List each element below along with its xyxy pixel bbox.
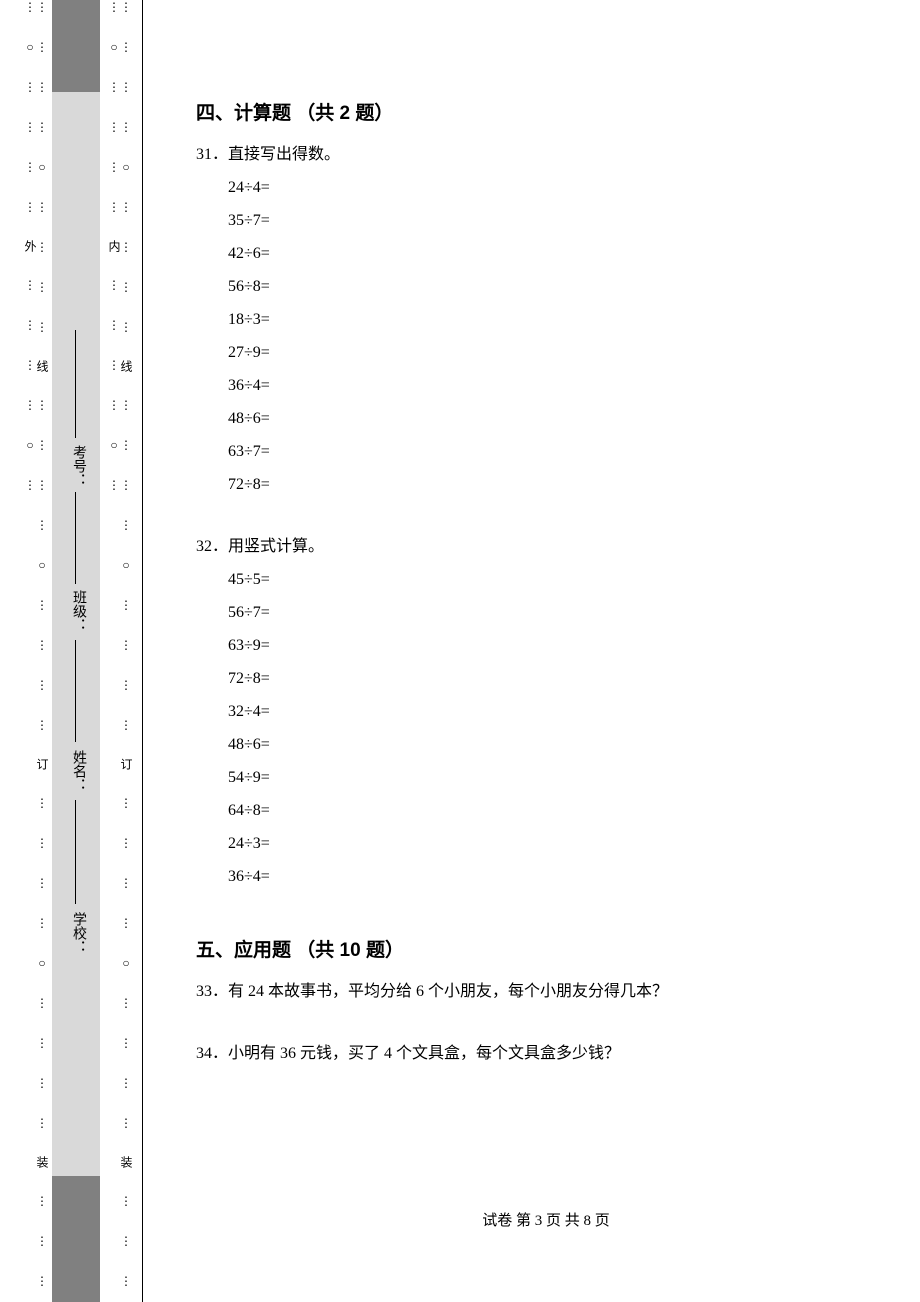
field-name: 姓名： [68, 750, 88, 792]
section4-title: 四、计算题 （共 2 题） [196, 98, 896, 125]
page-footer: 试卷 第 3 页 共 8 页 [196, 1209, 896, 1230]
binding-strip-bg [52, 0, 100, 1302]
q33-line: 33．有 24 本故事书，平均分给 6 个小朋友，每个小朋友分得几本？ [196, 980, 896, 1004]
q34-text: 小明有 36 元钱，买了 4 个文具盒，每个文具盒多少钱？ [228, 1045, 620, 1062]
eq-item: 64÷8= [228, 802, 896, 820]
q33-text: 有 24 本故事书，平均分给 6 个小朋友，每个小朋友分得几本？ [228, 983, 668, 1000]
q32-line: 32．用竖式计算。 [196, 535, 896, 559]
q31-text: 直接写出得数。 [228, 146, 340, 163]
q32-equations: 45÷5= 56÷7= 63÷9= 72÷8= 32÷4= 48÷6= 54÷9… [196, 571, 896, 886]
q33-num: 33． [196, 983, 228, 1000]
eq-item: 56÷8= [228, 278, 896, 296]
field-line-class [75, 492, 76, 584]
q34-line: 34．小明有 36 元钱，买了 4 个文具盒，每个文具盒多少钱？ [196, 1042, 896, 1066]
eq-item: 72÷8= [228, 670, 896, 688]
eq-item: 32÷4= [228, 703, 896, 721]
q34-num: 34． [196, 1045, 228, 1062]
eq-item: 36÷4= [228, 377, 896, 395]
field-line-name [75, 640, 76, 742]
eq-item: 48÷6= [228, 410, 896, 428]
eq-item: 63÷7= [228, 443, 896, 461]
field-class: 班级： [68, 590, 88, 632]
eq-item: 24÷3= [228, 835, 896, 853]
eq-item: 35÷7= [228, 212, 896, 230]
eq-item: 63÷9= [228, 637, 896, 655]
eq-item: 54÷9= [228, 769, 896, 787]
eq-item: 48÷6= [228, 736, 896, 754]
eq-item: 27÷9= [228, 344, 896, 362]
binding-block-top [52, 0, 100, 92]
content-divider [142, 0, 143, 1302]
eq-item: 42÷6= [228, 245, 896, 263]
eq-item: 36÷4= [228, 868, 896, 886]
eq-item: 56÷7= [228, 604, 896, 622]
field-line-school [75, 800, 76, 904]
eq-item: 45÷5= [228, 571, 896, 589]
q32-num: 32． [196, 538, 228, 555]
field-school: 学校： [68, 912, 88, 954]
eq-item: 24÷4= [228, 179, 896, 197]
q31-line: 31．直接写出得数。 [196, 143, 896, 167]
section5-title: 五、应用题 （共 10 题） [196, 935, 896, 962]
q31-equations: 24÷4= 35÷7= 42÷6= 56÷8= 18÷3= 27÷9= 36÷4… [196, 179, 896, 494]
q32-text: 用竖式计算。 [228, 538, 324, 555]
binding-col-outer: ⋮ ⋮ ⋮ ⋮ ○ ⋮ ⋮ ⋮ ⋮ 线 ⋮ ⋮ ⋮ ⋮ ○ ⋮ ⋮ ⋮ ⋮ 订 … [22, 0, 50, 1302]
binding-col-inner: ⋮ ⋮ ⋮ ⋮ ○ ⋮ ⋮ ⋮ ⋮ 线 ⋮ ⋮ ⋮ ⋮ ○ ⋮ ⋮ ⋮ ⋮ 订 … [106, 0, 134, 1302]
field-exam-no: 考号： [68, 445, 88, 487]
field-line-exam-no [75, 330, 76, 438]
q31-num: 31． [196, 146, 228, 163]
eq-item: 72÷8= [228, 476, 896, 494]
binding-block-bot [52, 1176, 100, 1302]
eq-item: 18÷3= [228, 311, 896, 329]
content-area: 四、计算题 （共 2 题） 31．直接写出得数。 24÷4= 35÷7= 42÷… [196, 0, 896, 1302]
